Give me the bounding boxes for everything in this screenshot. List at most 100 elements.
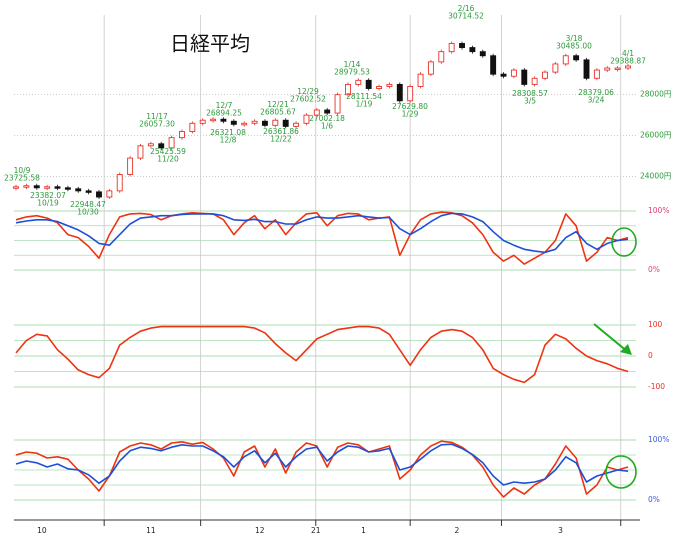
trend-arrow: [593, 323, 632, 355]
y-tick-label: 0: [648, 351, 653, 360]
series-line: [15, 211, 629, 265]
annotation-text: 10/30: [77, 208, 99, 217]
candle: [334, 94, 341, 114]
candle: [438, 51, 445, 63]
annotation-text: 27002.18: [309, 114, 345, 123]
annotation-text: 4/1: [622, 49, 634, 58]
annotation-text: 1/19: [356, 100, 373, 109]
candle: [23, 185, 30, 188]
annotation-text: 27629.80: [392, 102, 428, 111]
annotation-text: 12/7: [216, 101, 233, 110]
annotation-text: 12/22: [270, 135, 292, 144]
candle: [13, 186, 19, 189]
candle: [54, 186, 61, 189]
candle: [147, 143, 154, 147]
y-tick-label: 26000円: [640, 131, 671, 140]
candle: [127, 157, 134, 175]
annotation-text: 12/8: [220, 136, 237, 145]
series-line: [15, 212, 629, 254]
candle: [427, 61, 434, 75]
candle: [604, 67, 611, 71]
arrow-shaft: [593, 323, 629, 353]
y-tick-label: 28000円: [640, 90, 671, 99]
candle: [75, 188, 82, 192]
y-tick-label: 100%: [648, 435, 669, 444]
annotation-text: 30714.52: [448, 12, 484, 21]
candle: [293, 122, 300, 127]
candle: [33, 185, 40, 189]
candle: [479, 51, 486, 57]
y-tick-label: 100%: [648, 206, 669, 215]
annotation-text: 23725.58: [4, 174, 40, 183]
candle: [448, 43, 455, 53]
x-tick-label: 10: [37, 526, 47, 535]
candle: [241, 122, 248, 126]
candle: [179, 131, 185, 139]
candle: [614, 67, 621, 70]
candle: [96, 191, 102, 198]
candle: [625, 65, 631, 69]
candle: [168, 137, 175, 149]
annotation-text: 27602.52: [290, 95, 326, 104]
candle: [344, 83, 351, 96]
annotation-text: 10/19: [37, 199, 59, 208]
annotation-text: 28111.54: [346, 92, 382, 101]
candle: [272, 119, 279, 126]
x-tick-label: 11: [146, 526, 156, 535]
chart-title: 日経平均: [170, 32, 250, 56]
candle: [106, 190, 113, 198]
annotation-text: 11/20: [157, 155, 179, 164]
candle: [562, 55, 569, 65]
annotation-text: 12/29: [297, 87, 319, 96]
annotation-text: 22948.47: [70, 200, 106, 209]
annotation-text: 3/24: [588, 96, 605, 105]
candle: [552, 63, 559, 73]
candle: [324, 109, 331, 114]
candle: [542, 71, 548, 79]
y-tick-label: 0%: [648, 495, 660, 504]
candle: [282, 119, 289, 127]
candle: [261, 120, 268, 126]
annotation-text: 3/18: [566, 34, 583, 43]
annotation-text: 2/16: [458, 4, 475, 13]
annotation-text: 12/21: [267, 100, 289, 109]
annotation-text: 1/29: [402, 110, 419, 119]
candle: [459, 43, 465, 49]
annotation-text: 26057.30: [139, 120, 175, 129]
candle: [137, 145, 144, 159]
annotation-text: 30485.00: [556, 42, 592, 51]
y-tick-label: 0%: [648, 265, 660, 274]
candle: [583, 59, 590, 79]
candle: [396, 83, 403, 102]
x-tick-label: 1: [361, 526, 366, 535]
y-tick-label: 24000円: [640, 172, 671, 181]
candle: [355, 79, 362, 85]
annotation-text: 28379.06: [578, 88, 614, 97]
annotation-text: 11/17: [146, 112, 168, 121]
annotation-text: 28308.57: [512, 89, 548, 98]
annotation-text: 23382.07: [30, 191, 66, 200]
candle: [417, 73, 424, 87]
annotation-text: 26805.67: [260, 108, 296, 117]
candle: [521, 69, 528, 85]
arrow-head: [620, 344, 632, 355]
candle: [313, 109, 320, 116]
candle: [116, 174, 123, 192]
candle: [44, 186, 51, 189]
candle: [189, 122, 196, 132]
candle: [303, 114, 310, 124]
y-tick-label: 100: [648, 320, 663, 329]
candle: [593, 69, 600, 79]
candle: [469, 47, 476, 53]
candle: [365, 79, 372, 89]
annotation-text: 10/9: [14, 166, 31, 175]
highlight-circle: [611, 227, 637, 257]
y-tick-label: -100: [648, 382, 665, 391]
candle: [230, 120, 237, 125]
x-tick-label: 3: [558, 526, 563, 535]
annotation-text: 28979.53: [334, 68, 370, 77]
mark-layer: [13, 41, 631, 498]
candle: [376, 86, 383, 89]
